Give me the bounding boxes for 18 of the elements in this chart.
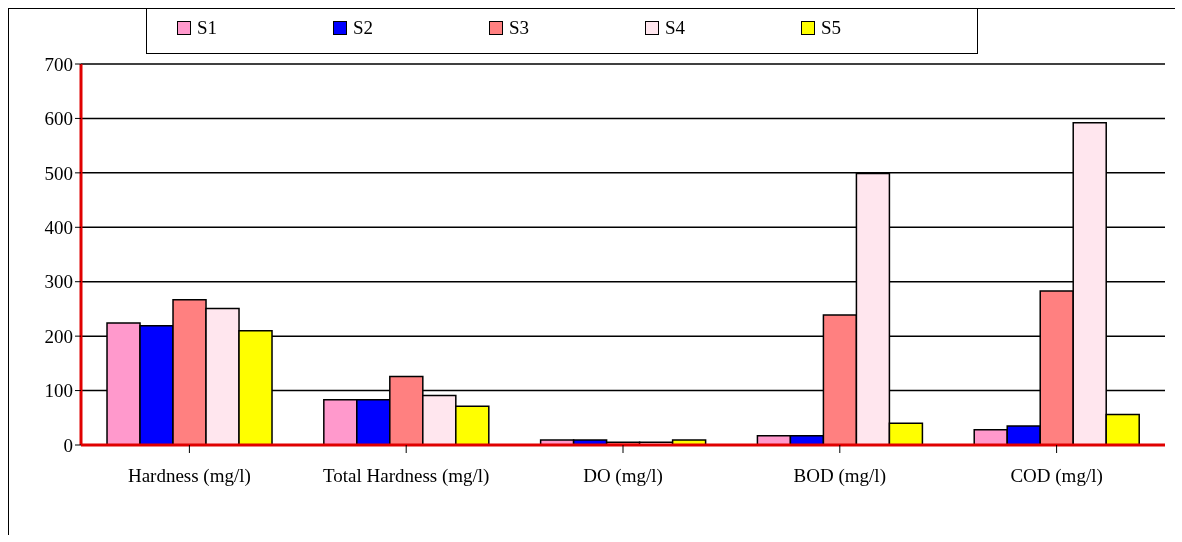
- legend-label: S1: [197, 17, 218, 39]
- x-tick-label: COD (mg/l): [1010, 465, 1103, 488]
- y-tick-label: 600: [44, 108, 73, 130]
- y-tick-label: 400: [44, 217, 73, 239]
- legend-label: S3: [509, 17, 530, 39]
- x-tick-label: Hardness (mg/l): [127, 465, 251, 488]
- y-tick-label: 700: [44, 53, 73, 75]
- x-tick-label: BOD (mg/l): [793, 465, 886, 488]
- y-tick-label: 300: [44, 271, 73, 293]
- legend-label: S4: [665, 17, 686, 39]
- x-tick-label: DO (mg/l): [583, 465, 663, 488]
- x-tick-label: Total Hardness (mg/l): [322, 465, 490, 488]
- y-tick-label: 500: [44, 162, 73, 184]
- legend-label: S2: [353, 17, 374, 39]
- legend-label: S5: [821, 17, 842, 39]
- y-tick-label: 100: [44, 380, 73, 402]
- y-tick-label: 0: [63, 434, 73, 456]
- y-tick-label: 200: [44, 325, 73, 347]
